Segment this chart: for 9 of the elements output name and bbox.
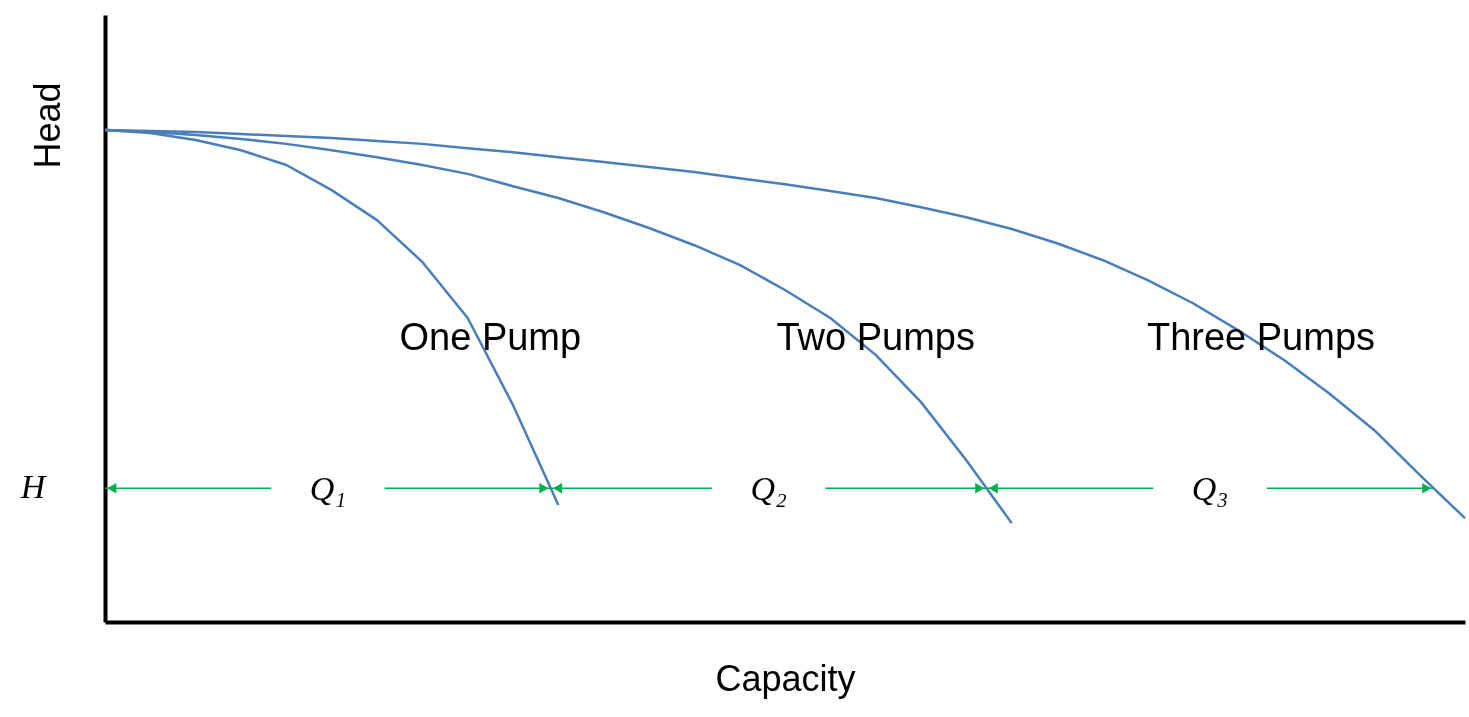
x-axis-title: Capacity bbox=[715, 657, 856, 699]
series-label: Two Pumps bbox=[776, 316, 975, 359]
annotation: Q₂ bbox=[750, 470, 787, 508]
y-axis-title: Head bbox=[26, 82, 68, 169]
annotation: Q₁ bbox=[309, 470, 347, 508]
series-label: Three Pumps bbox=[1146, 316, 1376, 359]
annotation: Q₃ bbox=[1191, 470, 1229, 508]
series-label: One Pump bbox=[399, 316, 582, 359]
text: H bbox=[19, 468, 48, 506]
